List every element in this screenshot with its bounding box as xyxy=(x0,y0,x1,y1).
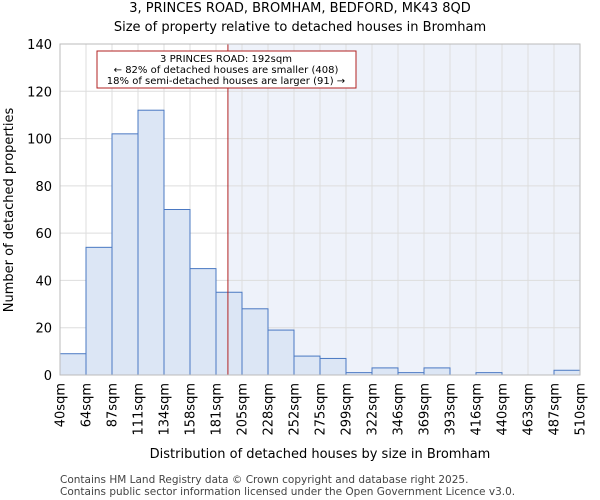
bars-group xyxy=(59,109,581,376)
annotation-line-3: 18% of semi-detached houses are larger (… xyxy=(107,76,345,87)
x-tick-label: 64sqm xyxy=(80,383,95,427)
y-tick-label: 100 xyxy=(27,133,52,148)
bar xyxy=(371,367,399,376)
shaded-region xyxy=(227,44,580,375)
x-tick-label: 134sqm xyxy=(158,383,173,436)
plot-frame xyxy=(59,43,581,376)
bar xyxy=(189,268,217,376)
bar xyxy=(111,133,139,376)
x-tick-label: 87sqm xyxy=(106,383,121,427)
y-tick-label: 20 xyxy=(35,322,52,337)
x-tick-label: 228sqm xyxy=(262,383,277,436)
x-tick-label: 393sqm xyxy=(444,383,459,436)
x-axis-label: Distribution of detached houses by size … xyxy=(150,447,491,462)
bar xyxy=(59,353,87,376)
x-tick-label: 463sqm xyxy=(522,383,537,436)
y-tick-labels: 0 20 40 60 80 100 120 140 xyxy=(27,38,52,384)
plot-border xyxy=(59,43,581,376)
y-tick-label: 0 xyxy=(44,369,52,384)
y-axis-label: Number of detached properties xyxy=(2,108,17,313)
bar xyxy=(241,308,269,376)
chart-title: 3, PRINCES ROAD, BROMHAM, BEDFORD, MK43 … xyxy=(129,1,471,16)
annotation-line-2: ← 82% of detached houses are smaller (40… xyxy=(114,65,339,76)
x-tick-label: 111sqm xyxy=(132,383,147,436)
bar xyxy=(553,369,581,376)
bar xyxy=(423,367,451,376)
x-tick-label: 440sqm xyxy=(496,383,511,436)
x-tick-label: 275sqm xyxy=(314,383,329,436)
x-tick-label: 369sqm xyxy=(418,383,433,436)
x-tick-label: 205sqm xyxy=(236,383,251,436)
annotation-line-1: 3 PRINCES ROAD: 192sqm xyxy=(160,54,292,65)
y-tick-label: 80 xyxy=(35,180,52,195)
x-tick-label: 181sqm xyxy=(210,383,225,436)
y-tick-label: 40 xyxy=(35,274,52,289)
x-tick-label: 510sqm xyxy=(574,383,589,436)
x-tick-label: 40sqm xyxy=(54,383,69,427)
x-tick-label: 322sqm xyxy=(366,383,381,436)
x-tick-label: 416sqm xyxy=(470,383,485,436)
x-tick-label: 346sqm xyxy=(392,383,407,436)
bar xyxy=(163,209,191,376)
y-tick-label: 60 xyxy=(35,227,52,242)
y-tick-label: 140 xyxy=(27,38,52,53)
annotation-box: 3 PRINCES ROAD: 192sqm ← 82% of detached… xyxy=(96,50,357,89)
plot-background xyxy=(227,44,580,375)
bar xyxy=(137,109,165,376)
footer-line-1: Contains HM Land Registry data © Crown c… xyxy=(60,474,468,486)
x-tick-labels: 40sqm 64sqm 87sqm 111sqm 134sqm 158sqm 181sqm 2… xyxy=(54,383,589,436)
annotation-rect xyxy=(96,50,357,89)
y-tick-label: 120 xyxy=(27,85,52,100)
bar xyxy=(267,329,295,376)
x-tick-label: 252sqm xyxy=(288,383,303,436)
x-tick-label: 158sqm xyxy=(184,383,199,436)
chart-subtitle: Size of property relative to detached ho… xyxy=(114,20,486,35)
bar xyxy=(85,246,113,376)
footer-line-2: Contains public sector information licen… xyxy=(60,486,515,498)
bar xyxy=(319,357,347,376)
x-tick-label: 487sqm xyxy=(548,383,563,436)
bar xyxy=(293,355,321,376)
x-tick-label: 299sqm xyxy=(340,383,355,436)
bar xyxy=(215,291,243,376)
